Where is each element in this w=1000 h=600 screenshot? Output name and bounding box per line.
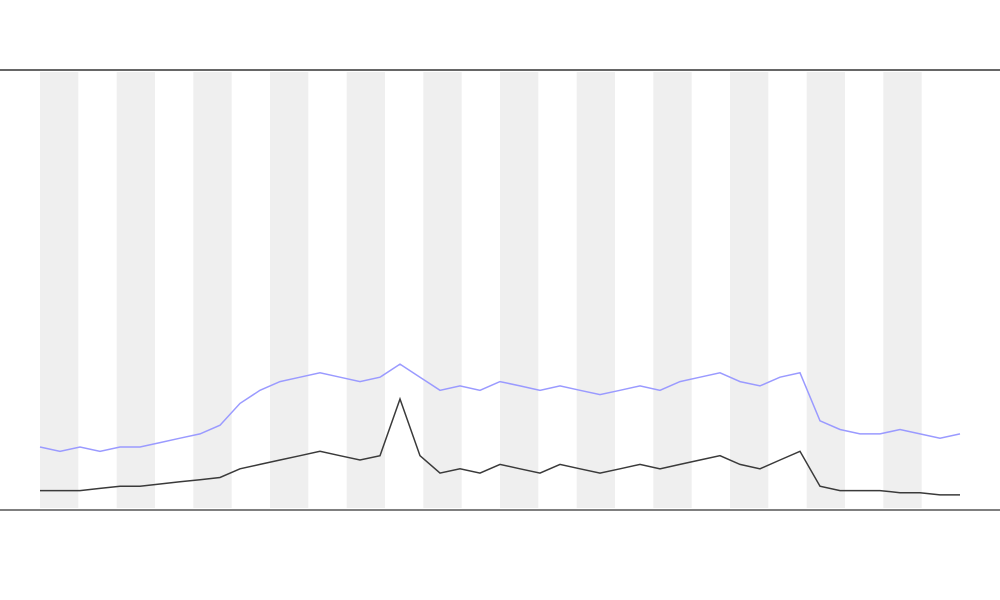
band — [193, 72, 232, 508]
band — [116, 72, 155, 508]
band — [653, 72, 692, 508]
band — [423, 72, 462, 508]
band — [806, 72, 845, 508]
band — [270, 72, 309, 508]
band — [500, 72, 539, 508]
band — [346, 72, 385, 508]
band — [730, 72, 769, 508]
band — [576, 72, 615, 508]
series-line — [40, 396, 960, 496]
band — [883, 72, 922, 508]
band — [40, 72, 79, 508]
series-line — [39, 363, 961, 453]
